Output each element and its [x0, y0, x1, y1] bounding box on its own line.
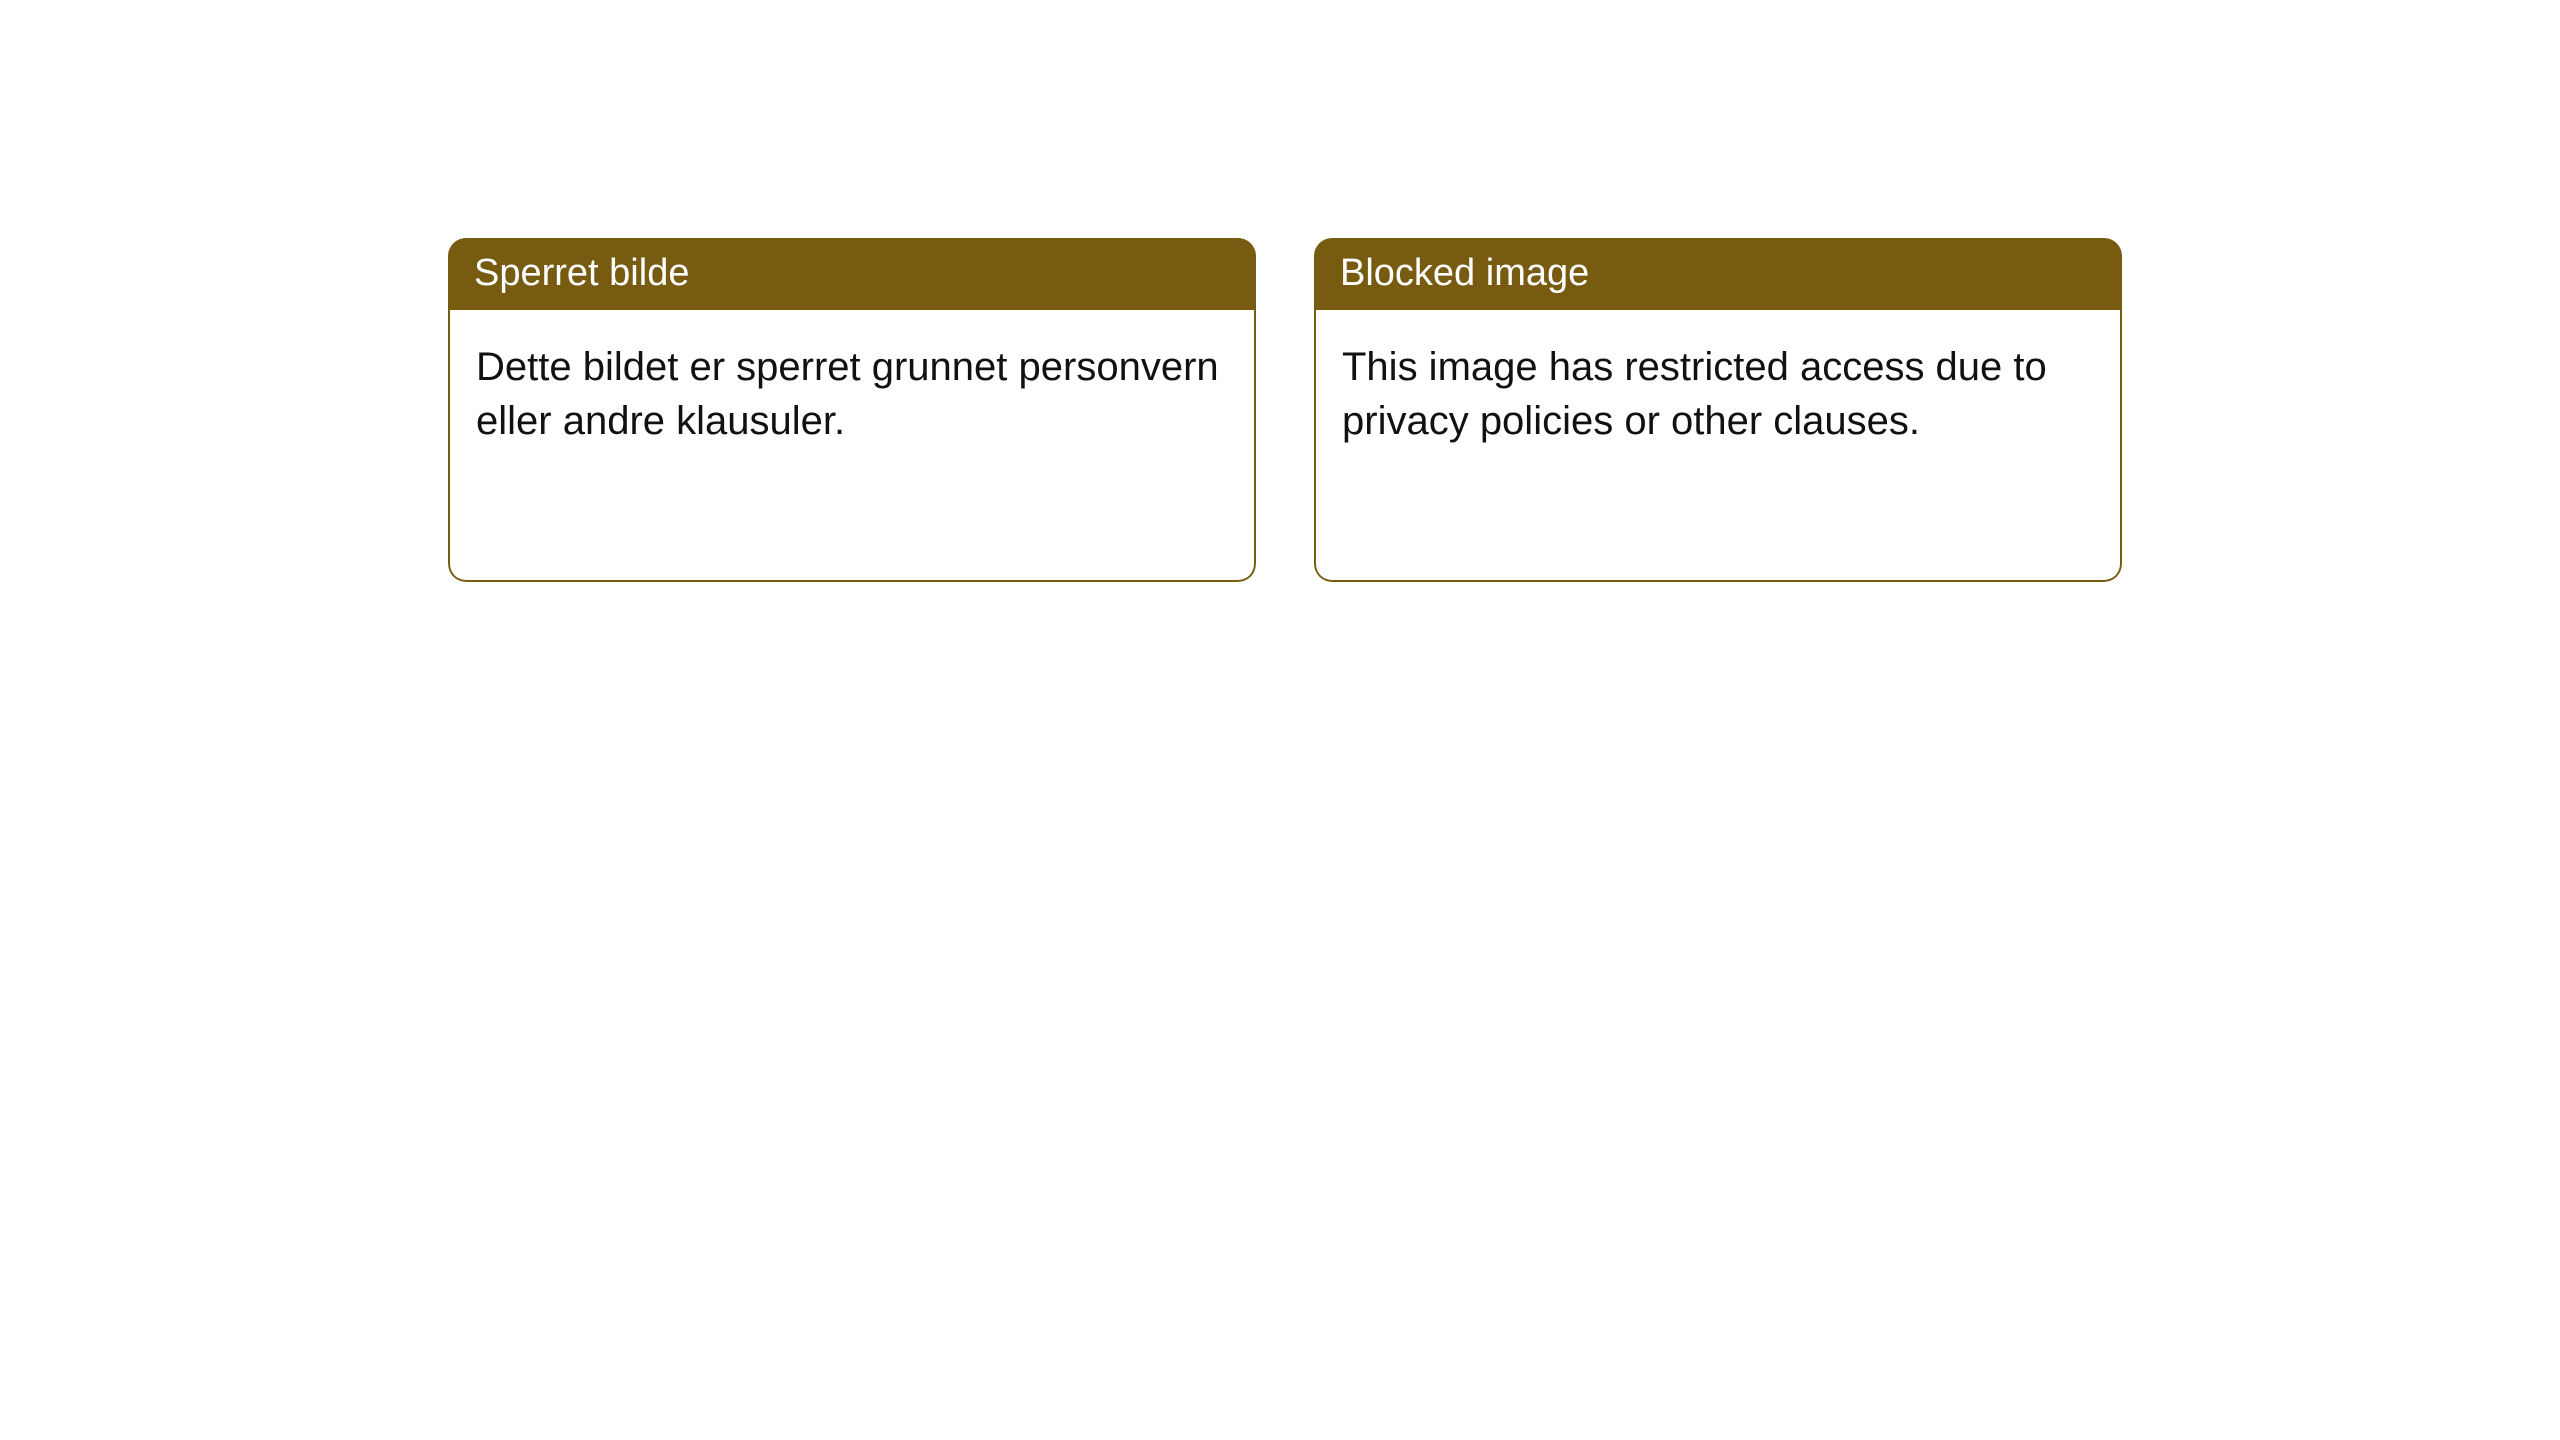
notice-card-title: Sperret bilde [448, 238, 1256, 310]
notice-card-english: Blocked image This image has restricted … [1314, 238, 2122, 582]
notice-card-norwegian: Sperret bilde Dette bildet er sperret gr… [448, 238, 1256, 582]
notice-card-title: Blocked image [1314, 238, 2122, 310]
notice-card-body: This image has restricted access due to … [1314, 310, 2122, 582]
notice-card-body: Dette bildet er sperret grunnet personve… [448, 310, 1256, 582]
notice-container: Sperret bilde Dette bildet er sperret gr… [0, 0, 2560, 582]
